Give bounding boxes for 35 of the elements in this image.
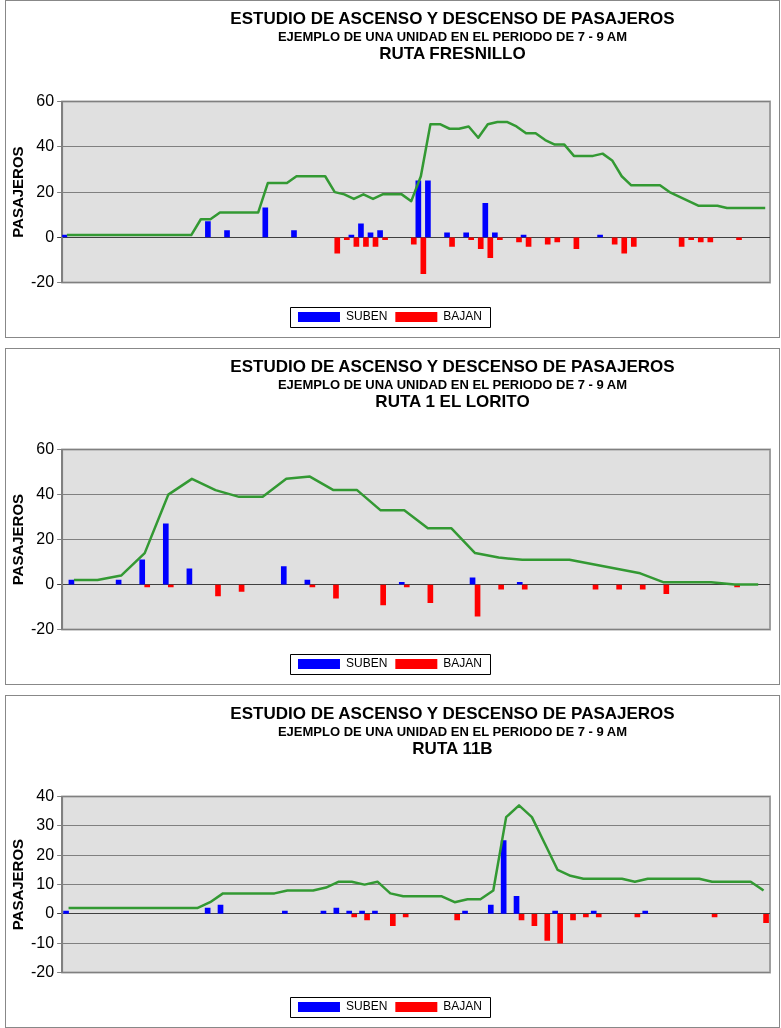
- chart-subtitle: EJEMPLO DE UNA UNIDAD EN EL PERIODO DE 7 - 9 AM: [276, 724, 629, 739]
- legend-label: BAJAN: [443, 656, 483, 671]
- chart-subtitle: EJEMPLO DE UNA UNIDAD EN EL PERIODO DE 7 - 9 AM: [276, 377, 629, 392]
- y-axis-title: PASAJEROS: [9, 146, 27, 238]
- y-tick-label: -20: [31, 273, 55, 291]
- legend-label: BAJAN: [443, 999, 483, 1014]
- y-tick-label: 40: [36, 485, 55, 503]
- y-tick-label: -10: [31, 933, 55, 951]
- y-axis-title: PASAJEROS: [9, 493, 27, 586]
- y-tick-label: 40: [36, 787, 55, 805]
- chart-title: ESTUDIO DE ASCENSO Y DESCENSO DE PASAJEROS: [229, 357, 676, 377]
- legend-label: SUBEN: [345, 656, 388, 671]
- y-tick-label: -20: [31, 620, 55, 638]
- legend-label: SUBEN: [345, 309, 388, 324]
- y-tick-label: 0: [45, 575, 55, 593]
- y-tick-label: 20: [36, 530, 55, 548]
- y-tick-label: 60: [36, 440, 55, 458]
- chart-title: ESTUDIO DE ASCENSO Y DESCENSO DE PASAJEROS: [229, 9, 676, 29]
- text: RUTA 11B: [411, 739, 494, 759]
- y-tick-label: 60: [36, 92, 55, 110]
- chart-subtitle: EJEMPLO DE UNA UNIDAD EN EL PERIODO DE 7 - 9 AM: [276, 29, 629, 44]
- y-tick-label: -20: [31, 963, 55, 981]
- chart-title: ESTUDIO DE ASCENSO Y DESCENSO DE PASAJEROS: [229, 704, 676, 724]
- text: RUTA 1 EL LORITO: [374, 392, 531, 412]
- y-tick-label: 0: [45, 904, 55, 922]
- legend-label: BAJAN: [443, 309, 483, 324]
- text: RUTA FRESNILLO: [378, 44, 527, 64]
- legend-label: SUBEN: [345, 999, 388, 1014]
- y-axis-title: PASAJEROS: [9, 838, 27, 931]
- y-tick-label: 10: [36, 875, 55, 893]
- y-tick-label: 40: [36, 137, 55, 155]
- y-tick-label: 20: [36, 845, 55, 863]
- y-tick-label: 30: [36, 816, 55, 834]
- y-tick-label: 0: [45, 227, 55, 245]
- y-tick-label: 20: [36, 182, 55, 200]
